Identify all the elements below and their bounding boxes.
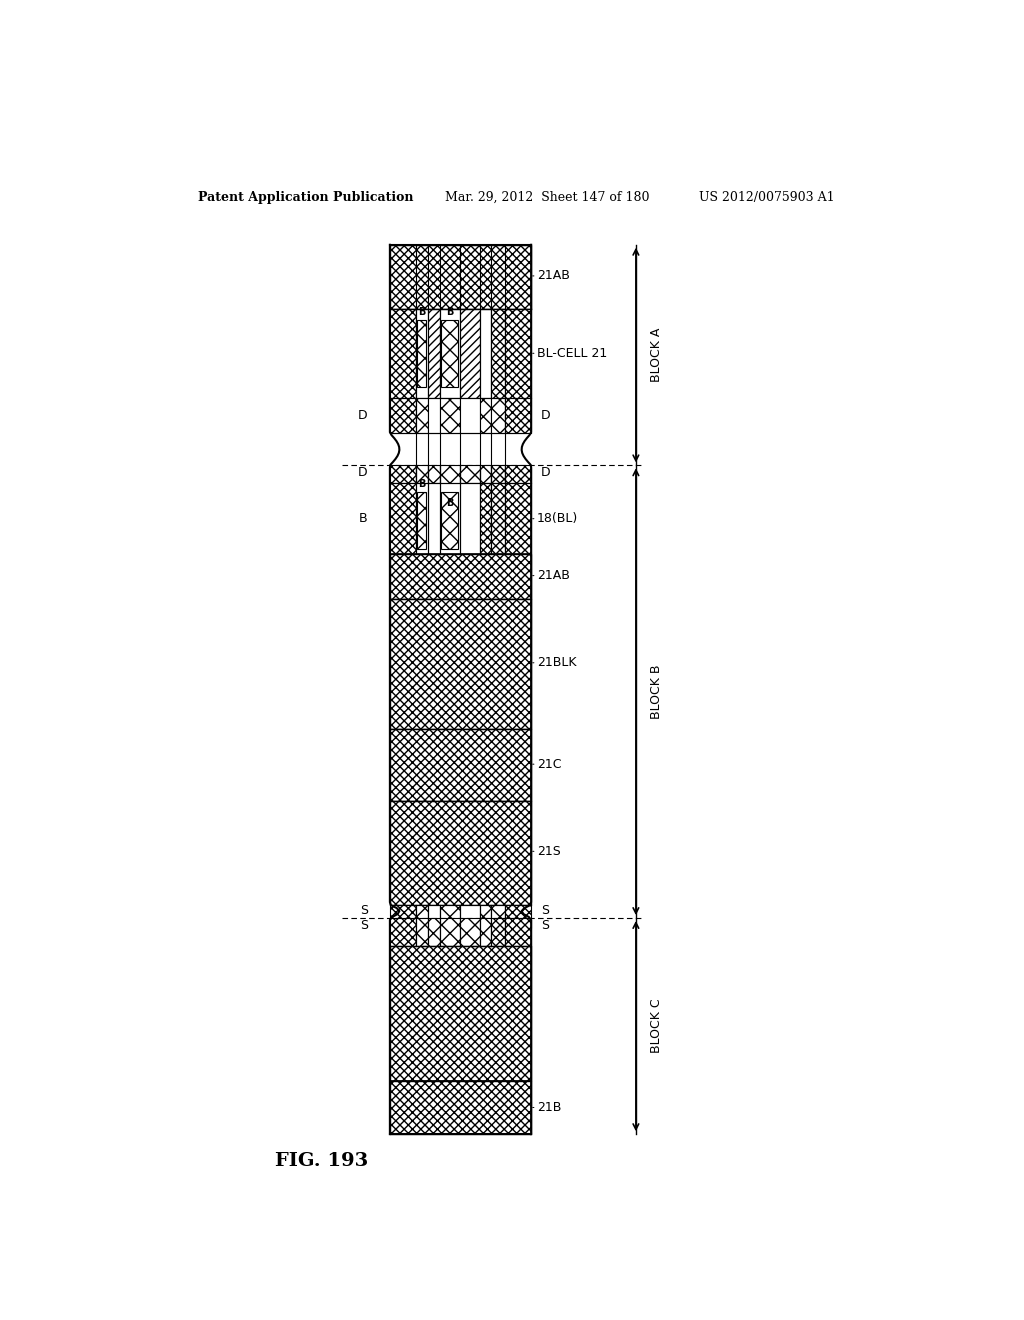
Bar — [479, 904, 492, 928]
Bar — [460, 309, 479, 397]
Bar — [479, 397, 492, 433]
Text: BLOCK B: BLOCK B — [650, 664, 664, 719]
Bar — [440, 917, 460, 945]
Text: BLOCK C: BLOCK C — [650, 999, 664, 1053]
Bar — [440, 397, 460, 433]
Bar — [440, 466, 460, 483]
Text: Mar. 29, 2012  Sheet 147 of 180: Mar. 29, 2012 Sheet 147 of 180 — [445, 190, 650, 203]
Text: B: B — [418, 308, 425, 317]
Bar — [460, 917, 479, 945]
Bar — [390, 244, 531, 309]
Bar — [479, 309, 492, 397]
Text: S: S — [541, 904, 549, 917]
Text: B: B — [418, 479, 425, 488]
Bar — [505, 904, 531, 928]
Bar — [390, 1081, 531, 1134]
Text: Patent Application Publication: Patent Application Publication — [198, 190, 414, 203]
Bar — [492, 466, 505, 483]
Text: US 2012/0075903 A1: US 2012/0075903 A1 — [699, 190, 835, 203]
Bar — [492, 309, 505, 397]
Text: BLOCK A: BLOCK A — [650, 327, 664, 383]
Bar — [428, 397, 440, 433]
Text: S: S — [359, 919, 368, 932]
Bar — [460, 466, 479, 483]
Text: 18(BL): 18(BL) — [532, 512, 578, 525]
Text: BL-CELL 21: BL-CELL 21 — [532, 347, 607, 360]
Text: B: B — [445, 308, 453, 317]
Bar — [390, 483, 416, 554]
Bar — [390, 730, 531, 801]
Text: D: D — [358, 466, 368, 479]
Bar — [417, 321, 426, 387]
Bar — [460, 483, 479, 554]
Bar — [390, 904, 416, 928]
Bar — [440, 904, 460, 928]
Bar — [505, 466, 531, 483]
Text: B: B — [445, 499, 453, 508]
Bar — [479, 483, 492, 554]
Text: 21S: 21S — [532, 845, 560, 858]
Bar — [492, 397, 505, 433]
Text: D: D — [358, 409, 368, 422]
Text: 21AB: 21AB — [532, 269, 569, 282]
Bar — [505, 309, 531, 397]
Bar — [417, 492, 426, 549]
Text: 21C: 21C — [532, 758, 561, 771]
Text: S: S — [359, 904, 368, 917]
Bar — [460, 904, 479, 928]
Text: 21AB: 21AB — [532, 569, 569, 582]
Bar — [416, 917, 428, 945]
Bar — [505, 397, 531, 433]
Bar — [479, 466, 492, 483]
Text: D: D — [541, 409, 550, 422]
Bar — [428, 904, 440, 928]
Bar — [416, 309, 428, 397]
Bar — [416, 397, 428, 433]
Bar — [416, 466, 428, 483]
Bar — [416, 904, 428, 928]
Text: D: D — [541, 466, 550, 479]
Bar — [390, 466, 416, 483]
Bar — [428, 466, 440, 483]
Bar — [428, 483, 440, 554]
Text: S: S — [541, 919, 549, 932]
Bar — [390, 554, 531, 599]
Text: B: B — [359, 512, 368, 525]
Text: 21B: 21B — [532, 1101, 561, 1114]
Bar — [390, 309, 416, 397]
Bar — [492, 904, 505, 928]
Bar — [390, 397, 416, 433]
Bar — [440, 321, 458, 387]
Bar — [428, 917, 440, 945]
Text: 21BLK: 21BLK — [532, 656, 577, 669]
Text: FIG. 193: FIG. 193 — [274, 1152, 368, 1170]
Bar — [440, 492, 458, 549]
Bar — [460, 397, 479, 433]
Bar — [492, 917, 505, 945]
Bar — [440, 309, 460, 397]
Bar — [390, 945, 531, 1081]
Bar — [390, 599, 531, 730]
Bar — [505, 917, 531, 945]
Bar — [390, 801, 531, 904]
Bar — [479, 917, 492, 945]
Bar — [492, 483, 505, 554]
Bar — [390, 917, 416, 945]
Bar — [428, 309, 440, 397]
Bar — [505, 483, 531, 554]
